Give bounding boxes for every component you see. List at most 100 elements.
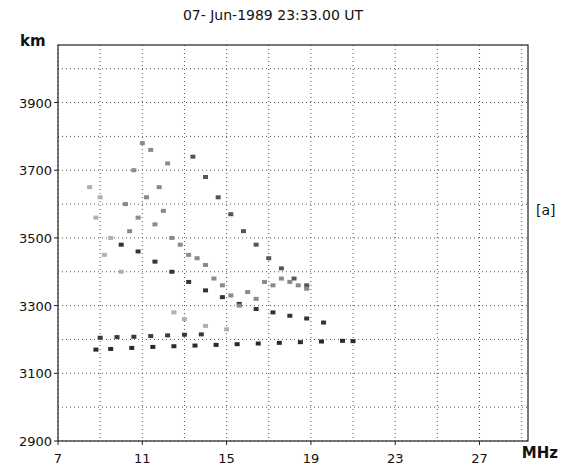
y-tick-label: 3500	[19, 231, 52, 246]
annotation: [a]	[536, 202, 556, 218]
echo-point	[214, 343, 219, 347]
echo-point	[195, 256, 200, 260]
echo-point	[270, 283, 275, 287]
echo-point	[216, 195, 221, 199]
grid-line	[58, 305, 528, 306]
x-tick	[395, 441, 396, 445]
x-tick-label: 7	[54, 451, 62, 466]
echo-point	[351, 339, 356, 343]
echo-point	[237, 304, 242, 308]
x-axis-title: MHz	[522, 444, 558, 462]
echo-point	[169, 236, 174, 240]
grid-line	[142, 45, 143, 441]
echo-point	[220, 283, 225, 287]
y-tick	[54, 170, 58, 171]
echo-point	[228, 293, 233, 297]
echo-point	[277, 341, 282, 345]
echo-point	[186, 253, 191, 257]
x-tick-label: 11	[134, 451, 151, 466]
echo-point	[254, 243, 259, 247]
minor-grid-line	[521, 45, 522, 441]
echo-point	[148, 148, 153, 152]
grid-line	[58, 237, 528, 238]
echo-point	[190, 155, 195, 159]
x-tick-label: 27	[471, 451, 488, 466]
minor-grid-line	[437, 45, 438, 441]
echo-point	[182, 317, 187, 321]
echo-point	[152, 222, 157, 226]
echo-point	[298, 340, 303, 344]
echo-point	[203, 175, 208, 179]
y-tick-label: 3300	[19, 299, 52, 314]
echo-point	[119, 243, 124, 247]
x-tick-label: 15	[218, 451, 235, 466]
echo-point	[178, 243, 183, 247]
grid-line	[58, 170, 528, 171]
echo-point	[203, 263, 208, 267]
grid-line	[479, 45, 480, 441]
echo-point	[304, 316, 309, 320]
echo-point	[93, 216, 98, 220]
minor-grid-line	[58, 136, 528, 137]
x-tick	[479, 441, 480, 445]
echo-point	[186, 280, 191, 284]
echo-point	[93, 348, 98, 352]
echo-point	[119, 270, 124, 274]
echo-point	[108, 347, 113, 351]
chart: 07- Jun-1989 23:33.00 UT7111519232729003…	[0, 0, 563, 475]
minor-grid-line	[353, 45, 354, 441]
echo-point	[270, 310, 275, 314]
grid-line	[226, 45, 227, 441]
y-tick-label: 3900	[19, 96, 52, 111]
echo-point	[102, 253, 107, 257]
echo-point	[171, 344, 176, 348]
x-tick-label: 19	[303, 451, 320, 466]
echo-point	[296, 283, 301, 287]
echo-point	[319, 339, 324, 343]
echo-point	[157, 185, 162, 189]
echo-point	[129, 346, 134, 350]
echo-point	[123, 202, 128, 206]
echo-point	[165, 333, 170, 337]
echo-point	[127, 229, 132, 233]
plot-frame	[58, 45, 528, 441]
grid	[58, 45, 528, 441]
echo-point	[136, 249, 141, 253]
echo-point	[254, 297, 259, 301]
marks	[87, 141, 355, 351]
x-tick	[58, 441, 59, 445]
minor-grid-line	[58, 271, 528, 272]
echo-point	[340, 339, 345, 343]
echo-point	[279, 266, 284, 270]
echo-point	[245, 290, 250, 294]
echo-point	[287, 314, 292, 318]
echo-point	[87, 185, 92, 189]
echo-point	[203, 324, 208, 328]
minor-grid-line	[58, 407, 528, 408]
y-tick-label: 2900	[19, 434, 52, 449]
echo-point	[256, 342, 261, 346]
minor-grid-line	[268, 45, 269, 441]
echo-point	[171, 310, 176, 314]
echo-point	[115, 335, 120, 339]
echo-point	[321, 321, 326, 325]
y-tick-label: 3700	[19, 163, 52, 178]
y-tick	[54, 237, 58, 238]
echo-point	[262, 280, 267, 284]
echo-point	[287, 280, 292, 284]
echo-point	[235, 342, 240, 346]
echo-point	[108, 236, 113, 240]
echo-point	[131, 335, 136, 339]
echo-point	[192, 344, 197, 348]
echo-point	[152, 260, 157, 264]
title: 07- Jun-1989 23:33.00 UT	[183, 7, 364, 23]
echo-point	[203, 288, 208, 292]
y-tick	[54, 305, 58, 306]
y-tick	[54, 441, 58, 442]
grid-line	[395, 45, 396, 441]
minor-grid-line	[58, 339, 528, 340]
echo-point	[304, 287, 309, 291]
echo-point	[169, 270, 174, 274]
minor-grid-line	[100, 45, 101, 441]
echo-point	[182, 333, 187, 337]
